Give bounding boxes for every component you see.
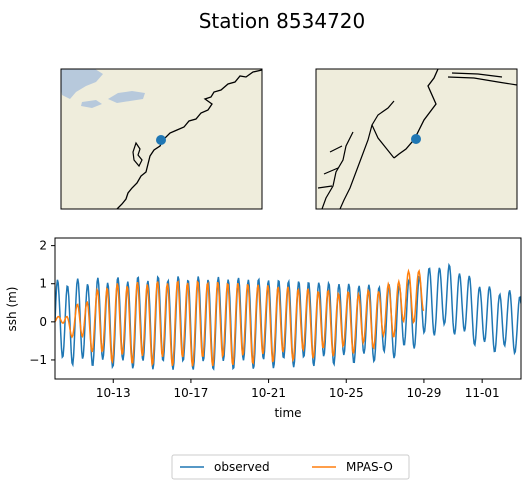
chesapeake [317,131,354,210]
y-tick-label: 1 [39,277,47,291]
x-tick-label: 10-13 [96,386,131,400]
series-line-mpaso [55,268,425,367]
time-series-plot: −1 0 1 2 10-13 10-17 10-21 10-25 10-29 11-01 ssh… [5,237,522,420]
great-lakes [61,69,145,108]
figure-title: Station 8534720 [199,9,366,33]
map-frame [315,68,518,210]
x-tick-label: 10-17 [173,386,208,400]
y-tick-label: −1 [29,353,47,367]
legend: observed MPAS-O [171,454,410,480]
station-marker [156,135,166,145]
x-tick-label: 10-21 [251,386,286,400]
x-axis-label: time [274,406,301,420]
legend-label-mpaso: MPAS-O [346,460,393,474]
station-marker [411,134,421,144]
map-midatlantic [315,68,518,210]
delmarva [339,124,373,210]
y-ticks: −1 0 1 2 [29,239,55,367]
x-tick-label: 10-25 [329,386,364,400]
y-tick-label: 2 [39,239,47,253]
y-axis-label: ssh (m) [5,287,19,332]
legend-label-observed: observed [214,460,270,474]
map-northeast [60,68,263,210]
map-frame [60,68,263,210]
bay-outline [132,141,143,168]
long-island [447,72,518,86]
series-layer [55,262,521,371]
series-line-observed [55,262,521,371]
plot-frame [54,237,522,380]
x-tick-label: 11-01 [465,386,500,400]
x-tick-label: 10-29 [406,386,441,400]
x-ticks: 10-13 10-17 10-21 10-25 10-29 11-01 [96,379,500,400]
y-tick-label: 0 [39,315,47,329]
coastline [393,68,439,159]
coastline [116,69,263,210]
